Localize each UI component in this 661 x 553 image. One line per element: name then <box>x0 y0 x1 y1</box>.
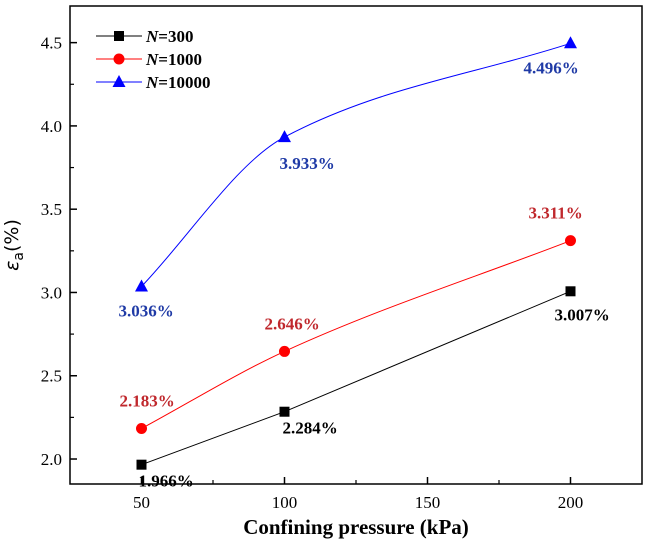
y-axis-subscript: a <box>11 252 27 261</box>
data-label: 3.036% <box>119 301 174 320</box>
data-label: 2.646% <box>265 314 320 333</box>
legend-label-value: =1000 <box>158 50 202 69</box>
x-axis-title: Confining pressure (kPa) <box>243 515 469 539</box>
data-point <box>136 423 147 435</box>
series-layer: 1.966%2.284%3.007%2.183%2.646%3.311%3.03… <box>119 36 610 491</box>
data-point <box>279 345 290 357</box>
data-label: 2.284% <box>283 419 338 438</box>
legend-marker <box>113 53 125 65</box>
data-label: 3.007% <box>555 305 610 324</box>
series-line <box>141 290 571 466</box>
legend-label-variable: N <box>145 50 159 69</box>
y-axis-title: εa(%) <box>1 219 27 271</box>
x-tick-label: 50 <box>133 493 150 512</box>
y-tick-label: 4.0 <box>41 117 62 136</box>
legend-item: N=10000 <box>96 73 210 92</box>
data-point <box>565 235 576 247</box>
y-axis-symbol: ε <box>1 261 23 271</box>
x-tick-label: 100 <box>272 493 298 512</box>
data-point <box>135 279 148 292</box>
series-circle: 2.183% 2.646% 3.311% <box>120 204 583 435</box>
legend-label-value: =10000 <box>158 73 210 92</box>
legend-item: N=300 <box>96 27 193 46</box>
legend-label-value: =300 <box>158 27 193 46</box>
legend-item: N=1000 <box>96 50 202 69</box>
data-point <box>278 130 291 143</box>
series-line <box>141 42 571 287</box>
y-tick-label: 4.5 <box>41 34 62 53</box>
data-label: 2.183% <box>120 392 175 411</box>
legend-label: N=10000 <box>145 73 210 92</box>
data-point <box>279 406 290 417</box>
series-line <box>141 240 571 429</box>
data-label: 4.496% <box>524 58 579 77</box>
axis-ticks: 50 100 150 200 2.0 2.5 3.0 3.5 4.0 4.5 <box>41 34 584 512</box>
legend-label-variable: N <box>145 73 159 92</box>
data-point <box>564 36 577 49</box>
data-point <box>565 286 576 297</box>
legend-label-variable: N <box>145 27 159 46</box>
data-label: 3.933% <box>280 154 335 173</box>
data-label: 3.311% <box>529 204 583 223</box>
y-tick-label: 3.0 <box>41 283 62 302</box>
data-point <box>136 459 147 470</box>
legend-marker <box>114 31 124 41</box>
series-square: 1.966% 2.284% 3.007% <box>136 286 610 491</box>
series-triangle: 3.036% 3.933% 4.496% <box>119 36 579 320</box>
legend-label: N=1000 <box>145 50 202 69</box>
y-tick-label: 2.0 <box>41 450 62 469</box>
data-label: 1.966% <box>139 472 194 491</box>
legend-marker <box>112 75 126 87</box>
legend-label: N=300 <box>145 27 193 46</box>
y-tick-label: 2.5 <box>41 367 62 386</box>
x-tick-label: 200 <box>558 493 584 512</box>
y-tick-label: 3.5 <box>41 200 62 219</box>
y-axis-unit: (%) <box>1 219 23 252</box>
x-tick-label: 150 <box>415 493 441 512</box>
